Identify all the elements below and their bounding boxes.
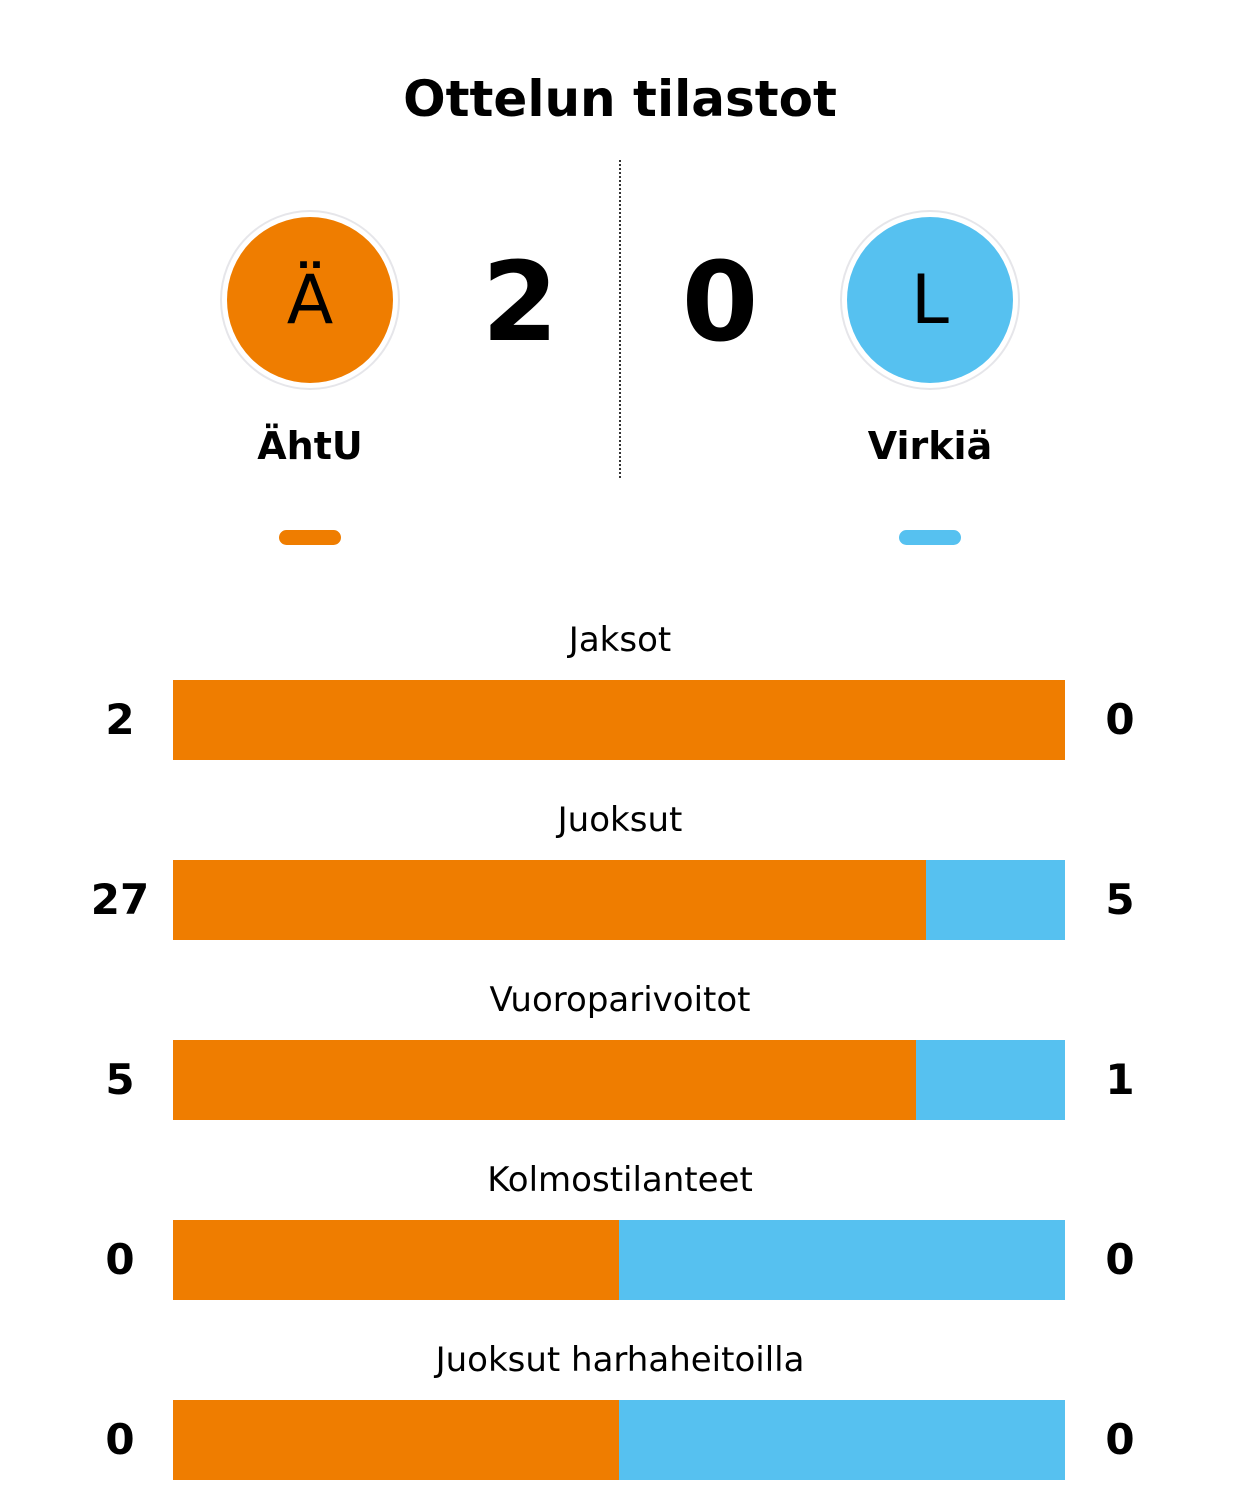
home-logo-letter: Ä	[227, 217, 393, 383]
away-stat-value: 0	[1105, 695, 1135, 744]
stat-bar	[173, 860, 1065, 940]
home-team-name: ÄhtU	[257, 424, 363, 468]
stat-label: Vuoroparivoitot	[489, 980, 751, 1020]
away-team-logo: L	[840, 210, 1020, 390]
page-title: Ottelun tilastot	[403, 70, 837, 128]
away-bar-segment	[916, 1040, 1065, 1120]
home-bar-segment	[173, 860, 926, 940]
home-stat-value: 27	[90, 875, 150, 924]
stat-label: Jaksot	[568, 620, 672, 660]
home-bar-segment	[173, 1040, 917, 1120]
home-bar-segment	[173, 680, 1065, 760]
stat-bar	[173, 1220, 1065, 1300]
home-team-logo: Ä	[220, 210, 400, 390]
away-legend-swatch	[899, 530, 961, 545]
stat-label: Juoksut	[557, 800, 683, 840]
home-bar-segment	[173, 1220, 619, 1300]
home-bar-segment	[173, 1400, 619, 1480]
home-score: 2	[481, 238, 559, 366]
stat-bar	[173, 680, 1065, 760]
stat-bar	[173, 1040, 1065, 1120]
home-stat-value: 5	[105, 1055, 135, 1104]
away-stat-value: 5	[1105, 875, 1135, 924]
home-stat-value: 2	[105, 695, 135, 744]
away-score: 0	[681, 238, 759, 366]
away-stat-value: 0	[1105, 1415, 1135, 1464]
away-stat-value: 1	[1105, 1055, 1135, 1104]
away-bar-segment	[619, 1220, 1065, 1300]
stat-bar	[173, 1400, 1065, 1480]
stat-label: Juoksut harhaheitoilla	[435, 1340, 805, 1380]
away-bar-segment	[925, 860, 1065, 940]
away-bar-segment	[619, 1400, 1065, 1480]
home-stat-value: 0	[105, 1415, 135, 1464]
home-legend-swatch	[279, 530, 341, 545]
away-stat-value: 0	[1105, 1235, 1135, 1284]
divider	[619, 160, 621, 478]
home-stat-value: 0	[105, 1235, 135, 1284]
away-logo-letter: L	[847, 217, 1013, 383]
stat-label: Kolmostilanteet	[487, 1160, 753, 1200]
away-team-name: Virkiä	[867, 424, 993, 468]
